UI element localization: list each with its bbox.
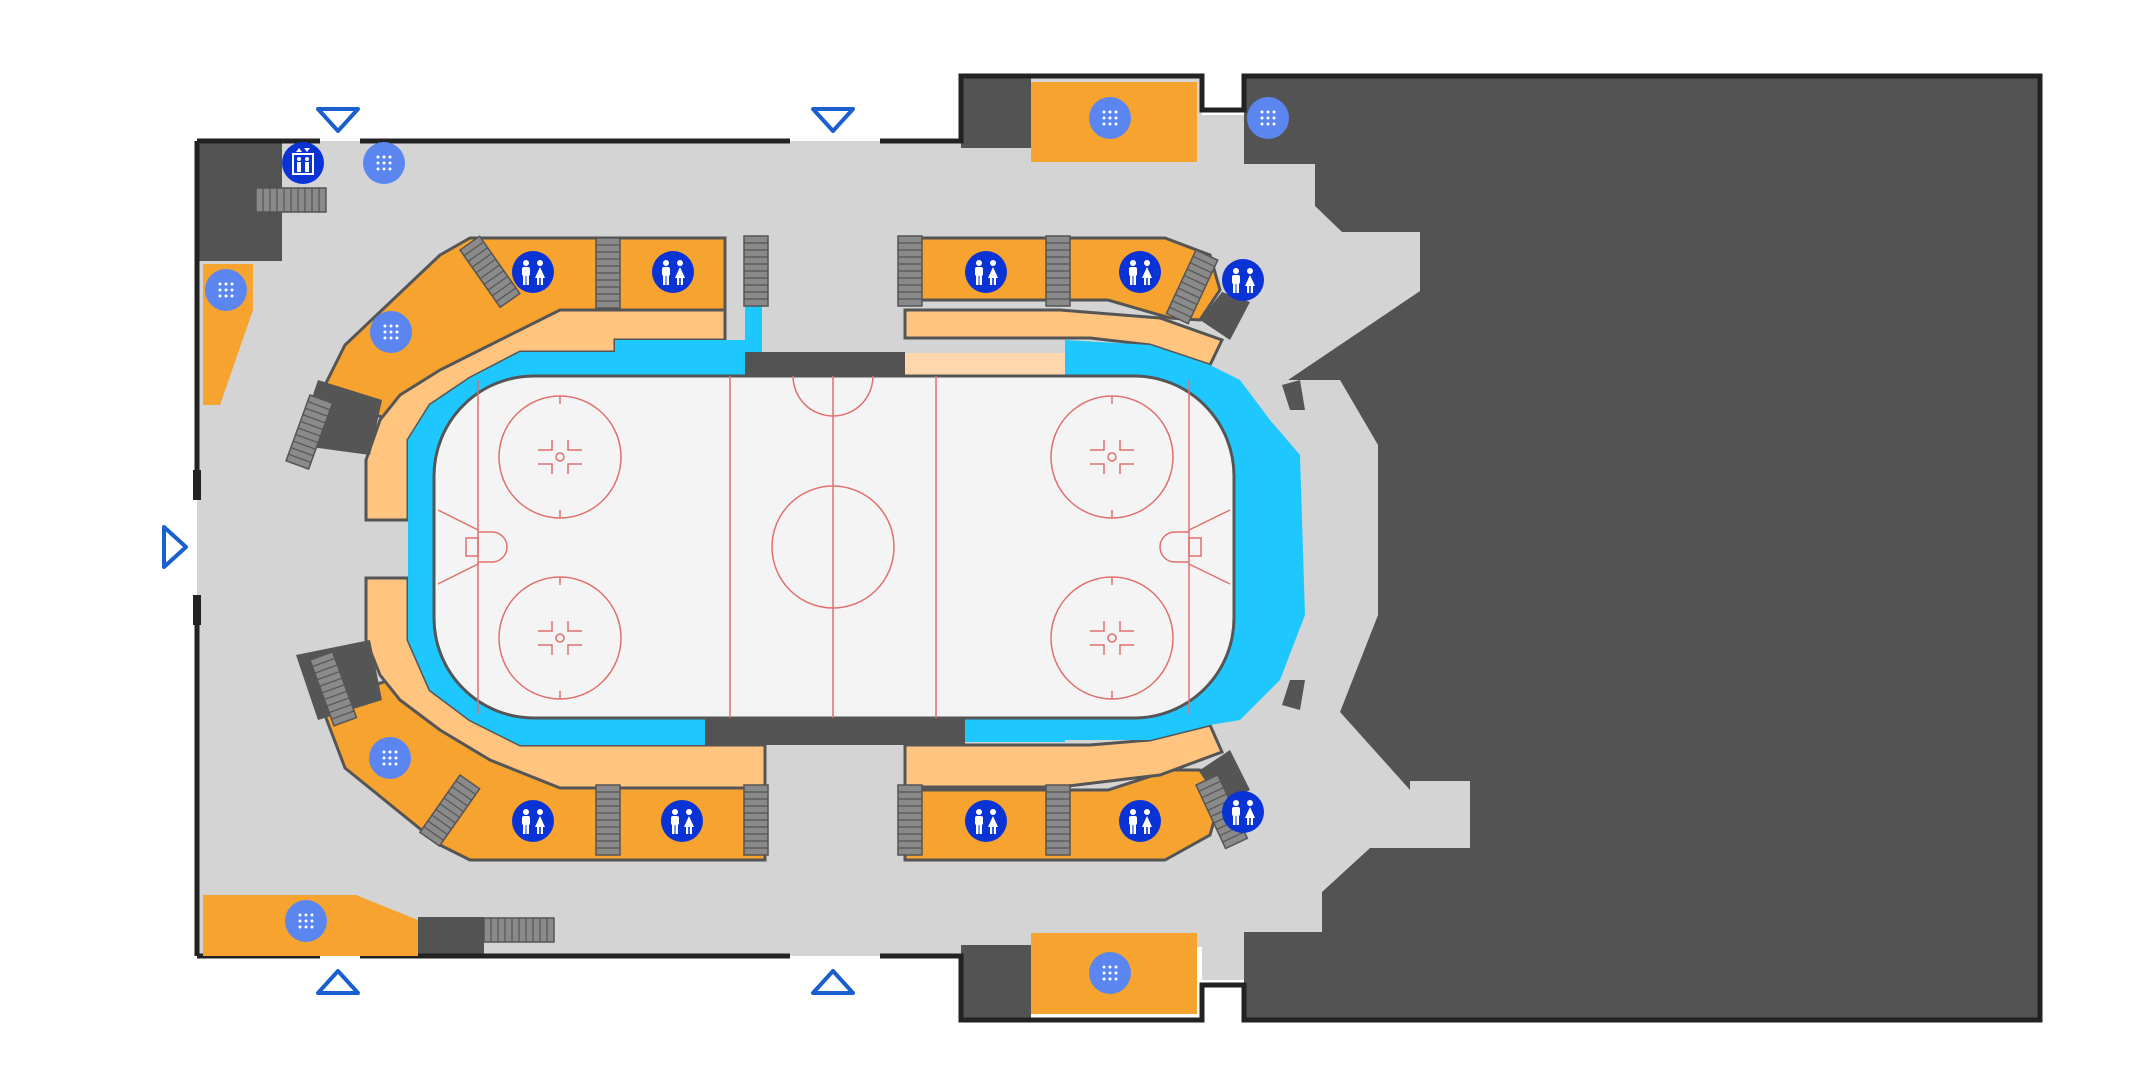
restroom-icon[interactable]	[1119, 800, 1161, 842]
entrance-arrow-icon[interactable]	[316, 969, 360, 995]
aisle-wall-right-top	[1200, 292, 1250, 340]
restroom-icon[interactable]	[1222, 791, 1264, 833]
goal-crease-left	[478, 531, 508, 563]
utility-room-bottom	[418, 917, 484, 956]
stairs-icon	[418, 773, 481, 848]
entrance-arrow-icon[interactable]	[316, 107, 360, 133]
players-bench-top	[745, 352, 905, 377]
restroom-icon[interactable]	[661, 800, 703, 842]
faceoff-hash-tl	[538, 396, 582, 518]
restroom-icon[interactable]	[652, 251, 694, 293]
stairs-icon	[1045, 784, 1071, 856]
center-referee-crease	[792, 375, 874, 417]
entrance-arrow-icon[interactable]	[811, 969, 855, 995]
restroom-icon[interactable]	[965, 251, 1007, 293]
stairs-icon	[285, 394, 334, 470]
seating-bottom-right[interactable]	[903, 723, 1225, 789]
restroom-icon[interactable]	[1222, 259, 1264, 301]
concession-icon[interactable]	[1089, 97, 1131, 139]
rink-markings	[437, 375, 1231, 718]
stairs-icon	[897, 235, 923, 307]
restroom-icon[interactable]	[512, 800, 554, 842]
goal-net-left	[465, 537, 479, 557]
entrance-arrow-icon[interactable]	[162, 525, 188, 569]
faceoff-dot	[555, 452, 565, 462]
stairs-icon	[255, 187, 327, 213]
seating-light-top	[905, 353, 1065, 377]
aisle-wall-right-bottom	[1200, 750, 1250, 802]
utility-room-top-mid	[961, 76, 1031, 148]
concession-icon[interactable]	[370, 311, 412, 353]
concession-icon[interactable]	[1247, 97, 1289, 139]
stairs	[255, 187, 1249, 943]
concession-icon[interactable]	[285, 900, 327, 942]
stairs-icon	[483, 917, 555, 943]
faceoff-hash-tr	[1090, 396, 1134, 518]
faceoff-dot	[1107, 452, 1117, 462]
door-mark	[193, 595, 201, 625]
stairs-icon	[743, 784, 769, 856]
penalty-box-bottom	[705, 718, 965, 745]
stairs-icon	[595, 237, 621, 309]
concession-icon[interactable]	[363, 142, 405, 184]
center-faceoff-circle	[771, 485, 895, 609]
goal-crease-right	[1159, 531, 1189, 563]
stairs-icon	[458, 235, 521, 309]
utility-room-bottom-mid	[961, 945, 1031, 1020]
stairs-icon	[743, 235, 769, 307]
utility-room-left-top	[200, 141, 250, 261]
concession-icon[interactable]	[369, 737, 411, 779]
rink-exit-right-bottom	[1282, 680, 1305, 710]
stairs-icon	[595, 784, 621, 856]
restroom-icon[interactable]	[1119, 251, 1161, 293]
goal-net-right	[1188, 537, 1202, 557]
concession-icon[interactable]	[1089, 952, 1131, 994]
stairs-icon	[897, 784, 923, 856]
stairs-icon	[1165, 249, 1219, 325]
faceoff-hash-br	[1090, 577, 1134, 699]
elevator-icon[interactable]	[282, 142, 324, 184]
restroom-icon[interactable]	[512, 251, 554, 293]
concession-icon[interactable]	[205, 269, 247, 311]
stairs-icon	[309, 650, 358, 727]
restroom-icon[interactable]	[965, 800, 1007, 842]
entrance-arrow-icon[interactable]	[811, 107, 855, 133]
door-mark	[193, 470, 201, 500]
trapezoid-left	[437, 509, 479, 585]
amenity-badges	[205, 97, 1289, 994]
rink-exit-right-top	[1282, 380, 1305, 410]
left-entrance-floor	[197, 480, 207, 620]
entrances	[162, 107, 855, 995]
faceoff-dot	[555, 633, 565, 643]
stairs-icon	[1045, 235, 1071, 307]
faceoff-dot	[1107, 633, 1117, 643]
trapezoid-right	[1188, 509, 1231, 585]
faceoff-hash-bl	[538, 577, 582, 699]
ice-surface	[432, 374, 1236, 720]
back-of-house	[1244, 76, 2040, 1020]
